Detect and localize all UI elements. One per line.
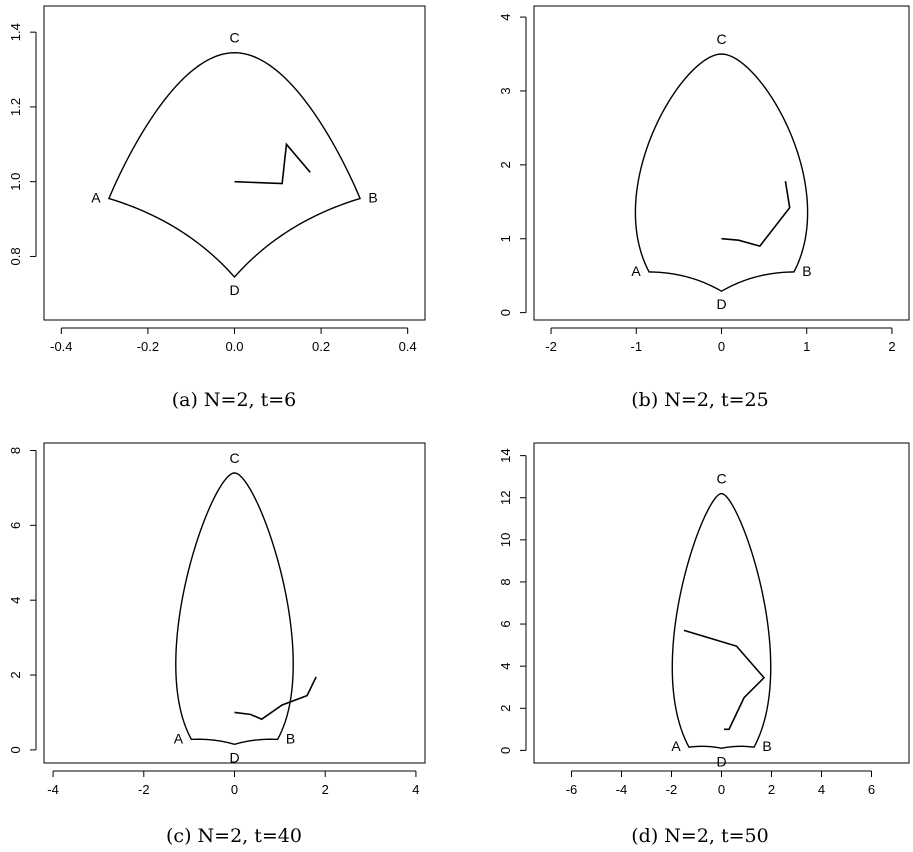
panel-b: (b) N=2, t=25 -2 -1 0 1 2 0 1 2 3 4 A B C D: [498, 5, 910, 411]
panel-b-xtick-label: 2: [888, 339, 895, 354]
panel-d-xtick-label: -2: [666, 782, 678, 797]
panel-b-ytick-label: 4: [498, 13, 513, 20]
panel-c-ytick-label: 2: [8, 671, 23, 678]
panel-c-trajectory: [234, 676, 317, 721]
panel-a-ytick-label: 1.4: [8, 23, 23, 41]
panel-b-point-d-label: D: [716, 296, 726, 312]
panel-b-point-c-label: C: [716, 31, 726, 47]
panel-b-xtick-label: -1: [630, 339, 642, 354]
panel-d-xtick-label: 0: [718, 782, 725, 797]
panel-c: (c) N=2, t=40 -4 -2 0 2 4 0 2 4 6 8 A B C D: [8, 442, 426, 847]
panel-c-point-b-label: B: [286, 730, 295, 746]
panel-b-ytick-label: 0: [498, 309, 513, 316]
panel-c-frame: [43, 442, 426, 764]
panel-b-point-a-label: A: [631, 263, 641, 279]
panel-a-boundary: [107, 52, 362, 279]
panel-d-trajectory: [683, 629, 766, 731]
panel-b-ytick-label: 2: [498, 161, 513, 168]
panel-b-point-b-label: B: [802, 263, 811, 279]
panel-b-caption: (b) N=2, t=25: [631, 389, 768, 411]
panel-b-ytick-label: 1: [498, 235, 513, 242]
panel-a-frame: [43, 5, 426, 321]
panel-a-xtick-label: 0.2: [312, 339, 330, 354]
panel-a-point-c-label: C: [229, 30, 239, 46]
panel-d-xtick-label: 6: [868, 782, 875, 797]
panel-a-xtick-label: 0.0: [225, 339, 243, 354]
panel-d-point-b-label: B: [762, 738, 771, 754]
panel-d-ytick-label: 2: [498, 705, 513, 712]
panel-d-boundary: [671, 492, 772, 749]
panel-d-ytick-label: 4: [498, 663, 513, 670]
panel-d-ytick-label: 6: [498, 620, 513, 627]
panel-b-ytick-label: 3: [498, 87, 513, 94]
panel-c-point-c-label: C: [229, 450, 239, 466]
panel-c-ytick-label: 4: [8, 597, 23, 604]
panel-a: (a) N=2, t=6 -0.4 -0.2 0.0 0.2 0.4 0.8 1.0 1.2 1…: [8, 5, 426, 411]
panel-a-point-b-label: B: [368, 190, 377, 206]
panel-c-ytick-label: 8: [8, 447, 23, 454]
panel-d-xtick-label: -6: [566, 782, 578, 797]
panel-a-xtick-label: 0.4: [399, 339, 417, 354]
panel-c-point-a-label: A: [174, 730, 184, 746]
panel-a-xtick-label: -0.2: [137, 339, 159, 354]
panel-c-point-d-label: D: [229, 749, 239, 765]
panel-d-point-d-label: D: [716, 753, 726, 769]
panel-d-point-c-label: C: [716, 471, 726, 487]
panel-a-ytick-label: 1.2: [8, 98, 23, 116]
panel-d-frame: [533, 442, 910, 764]
panel-c-xtick-label: -4: [47, 782, 59, 797]
panel-d-ytick-label: 12: [498, 491, 513, 505]
panel-b-frame: [533, 5, 910, 321]
panel-d: (d) N=2, t=50 -6 -4 -2 0 2 4 6 0 2 4 6 8 10 12 14 A B C D: [498, 442, 910, 847]
panel-d-ytick-label: 14: [498, 448, 513, 462]
panel-b-boundary: [634, 53, 809, 292]
panel-d-xtick-label: 4: [818, 782, 825, 797]
panel-a-point-d-label: D: [229, 282, 239, 298]
panel-c-xtick-label: 2: [322, 782, 329, 797]
panel-a-xtick-label: -0.4: [50, 339, 72, 354]
panel-a-ytick-label: 1.0: [8, 173, 23, 191]
panel-b-trajectory: [721, 180, 791, 248]
panel-b-xtick-label: -2: [545, 339, 557, 354]
panel-d-xtick-label: -4: [616, 782, 628, 797]
panel-c-ytick-label: 0: [8, 746, 23, 753]
panel-d-ytick-label: 0: [498, 747, 513, 754]
panel-a-caption: (a) N=2, t=6: [172, 389, 297, 411]
panel-d-point-a-label: A: [671, 738, 681, 754]
panel-c-xtick-label: -2: [138, 782, 150, 797]
panel-c-xtick-label: 0: [231, 782, 238, 797]
panel-d-ytick-label: 10: [498, 533, 513, 547]
panel-a-trajectory: [234, 142, 311, 185]
panel-c-boundary: [175, 472, 294, 746]
panel-d-ytick-label: 8: [498, 578, 513, 585]
panel-c-caption: (c) N=2, t=40: [166, 825, 302, 847]
panel-a-point-a-label: A: [91, 190, 101, 206]
panel-c-xtick-label: 4: [412, 782, 419, 797]
panel-d-caption: (d) N=2, t=50: [631, 825, 768, 847]
panel-a-ytick-label: 0.8: [8, 247, 23, 265]
panel-c-ytick-label: 6: [8, 522, 23, 529]
panel-d-xtick-label: 2: [768, 782, 775, 797]
panel-b-xtick-label: 0: [718, 339, 725, 354]
panel-b-xtick-label: 1: [803, 339, 810, 354]
